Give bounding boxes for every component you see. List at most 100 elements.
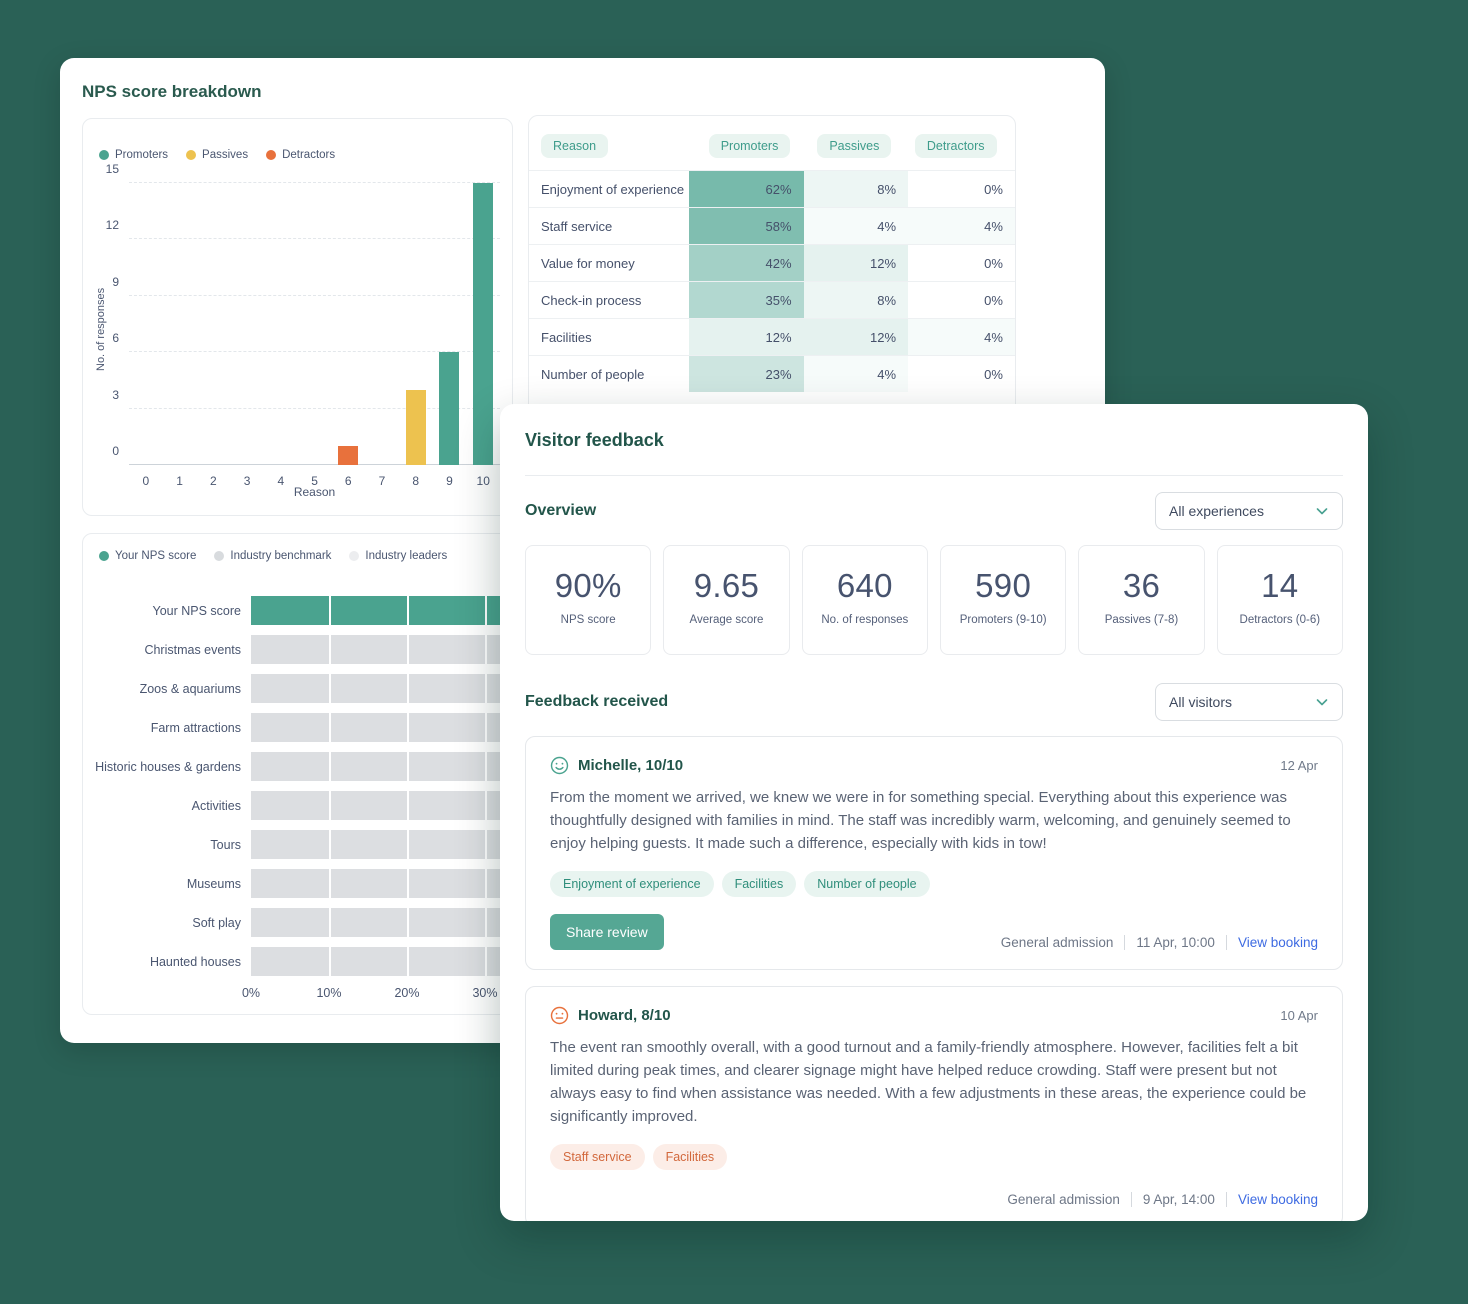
bar-6 (338, 446, 359, 465)
stat-card: 14 Detractors (0-6) (1216, 545, 1343, 655)
gridline (407, 869, 409, 898)
stat-card: 590 Promoters (9-10) (939, 545, 1067, 655)
booking-experience: General admission (1000, 935, 1114, 950)
table-column-header: Reason (541, 134, 695, 158)
feedback-received-heading: Feedback received (525, 693, 669, 710)
stat-value: 36 (1122, 567, 1161, 604)
table-header-row: Reason Promoters Passives Detractors (529, 116, 1015, 170)
review-date: 12 Apr (1280, 758, 1318, 773)
experiences-filter-value: All experiences (1169, 503, 1264, 519)
bar-8 (405, 389, 426, 465)
benchmark-bar-track (251, 947, 512, 976)
y-tick-label: 3 (112, 387, 119, 402)
responses-legend-dot-icon (186, 150, 197, 160)
stat-value: 590 (975, 567, 1032, 604)
x-ticks-row: 0 1 2 3 4 5 6 7 8 9 10 (129, 474, 500, 488)
column-header-pill: Promoters (708, 134, 791, 158)
x-tick-label: 0 (142, 474, 150, 488)
meta-separator (1225, 935, 1227, 950)
gridline (329, 830, 331, 859)
benchmark-bar (251, 947, 512, 976)
share-review-button[interactable]: Share review (550, 914, 664, 950)
gridline (129, 464, 500, 465)
table-row: Enjoyment of experience 62% 8% 0% (529, 170, 1015, 207)
column-header-pill: Detractors (914, 134, 997, 158)
benchmark-category-label: Haunted houses (149, 954, 241, 969)
y-tick-label: 0 (112, 444, 119, 458)
gridline (485, 752, 487, 781)
meta-separator (1225, 1192, 1227, 1207)
responses-legend-label: Promoters (115, 149, 169, 161)
review-card: Howard, 8/10 10 Apr The event ran smoothly… (525, 986, 1343, 1221)
visitors-filter-dropdown[interactable]: All visitors (1155, 683, 1343, 721)
bar-slot (466, 183, 500, 465)
benchmark-row: Zoos & aquariums (83, 674, 512, 703)
bar-chart-plot: 0 3 6 9 12 15 0 1 2 3 4 5 6 7 8 9 10 (106, 162, 500, 488)
chevron-down-icon (1316, 699, 1328, 706)
reason-cell: Enjoyment of experience (541, 181, 685, 197)
bars-row (129, 183, 500, 465)
gridline (407, 908, 409, 937)
table-column-header: Passives (804, 134, 904, 158)
stat-label: No. of responses (821, 614, 909, 626)
benchmark-x-axis: 0% 10% 20% 30% (83, 986, 512, 1002)
stat-card: 90% NPS score (525, 545, 652, 655)
benchmark-bar-track (251, 791, 512, 820)
benchmark-bar (251, 908, 512, 937)
booking-datetime: 11 Apr, 10:00 (1136, 935, 1215, 950)
benchmark-row: Soft play (83, 908, 512, 937)
benchmark-legend-label: Industry benchmark (230, 550, 332, 562)
benchmark-legend-label: Industry leaders (365, 550, 448, 562)
gridline (407, 635, 409, 664)
table-row: Number of people 23% 4% 0% (529, 355, 1015, 392)
view-booking-link[interactable]: View booking (1237, 935, 1318, 950)
gridline (329, 752, 331, 781)
benchmark-row: Your NPS score (83, 596, 512, 625)
percent-cell: 8% (803, 282, 909, 318)
visitor-feedback-title: Visitor feedback (525, 430, 664, 450)
benchmark-category-label: Soft play (192, 915, 241, 930)
benchmark-bar-track (251, 752, 512, 781)
gridline (485, 947, 487, 976)
benchmark-bar (251, 752, 512, 781)
review-header: Michelle, 10/10 12 Apr (550, 756, 1318, 775)
booking-meta: General admission 11 Apr, 10:00 View booki… (1001, 935, 1318, 950)
benchmark-legend-dot-icon (99, 551, 109, 561)
responses-legend-label: Passives (202, 149, 249, 161)
benchmark-bar-track (251, 596, 512, 625)
experiences-filter-dropdown[interactable]: All experiences (1155, 492, 1343, 530)
x-tick-label: 20% (394, 986, 420, 1000)
stat-value: 9.65 (693, 567, 760, 604)
stat-value: 90% (554, 567, 622, 604)
x-tick-label: 6 (344, 474, 352, 488)
column-header-pill: Reason (541, 134, 609, 158)
benchmark-bar-track (251, 830, 512, 859)
stat-label: Promoters (9-10) (959, 614, 1047, 626)
benchmark-category-label: Farm attractions (150, 720, 241, 735)
x-tick-label: 8 (412, 474, 420, 488)
benchmark-legend: Your NPS score Industry benchmark Industry… (99, 550, 447, 562)
review-footer: General admission 9 Apr, 14:00 View bookin… (550, 1187, 1318, 1207)
review-header: Howard, 8/10 10 Apr (550, 1006, 1318, 1025)
review-tag: Enjoyment of experience (550, 871, 714, 897)
benchmark-row: Museums (83, 869, 512, 898)
review-tag: Facilities (721, 871, 797, 897)
column-header-pill: Passives (817, 134, 892, 158)
bar-slot (399, 183, 433, 465)
table-row: Value for money 42% 12% 0% (529, 244, 1015, 281)
responses-legend-dot-icon (266, 150, 277, 160)
percent-cell: 0% (984, 366, 1003, 382)
percent-cell: 0% (984, 255, 1003, 271)
responses-legend-item: Detractors (266, 149, 335, 161)
x-tick-label: 4 (277, 474, 285, 488)
percent-cell: 62% (689, 171, 804, 207)
responses-legend-item: Promoters (99, 149, 168, 161)
benchmark-legend-item: Industry leaders (349, 550, 447, 562)
reason-cell: Facilities (541, 329, 592, 345)
gridline (329, 713, 331, 742)
view-booking-link[interactable]: View booking (1237, 1192, 1318, 1207)
review-tag: Number of people (804, 871, 930, 897)
gridline (407, 791, 409, 820)
benchmark-row: Christmas events (83, 635, 512, 664)
bar-9 (439, 352, 460, 465)
